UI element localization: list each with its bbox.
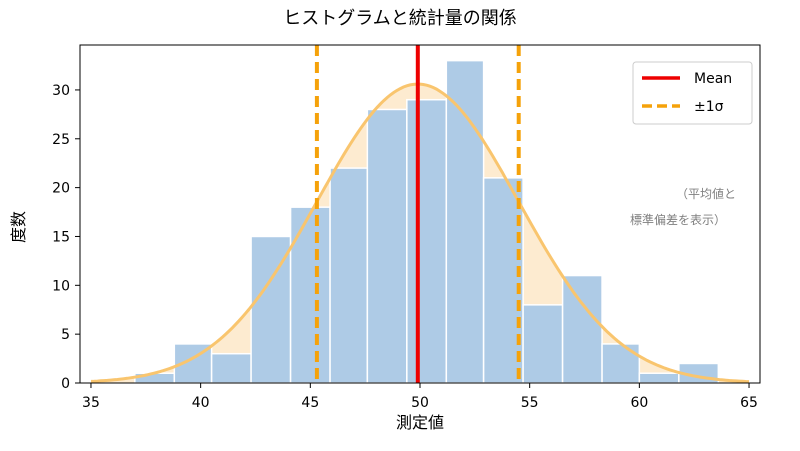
y-tick-label: 5 — [61, 327, 70, 343]
histogram-bar — [561, 274, 603, 384]
histogram-bar — [406, 98, 448, 384]
histogram-bar — [601, 343, 641, 384]
chart-title: ヒストグラムと統計量の関係 — [283, 8, 516, 29]
histogram-bar — [638, 372, 680, 384]
histogram-bar — [522, 304, 564, 384]
x-tick-label: 50 — [411, 395, 429, 411]
y-tick-label: 0 — [61, 376, 70, 392]
x-tick-label: 60 — [630, 395, 648, 411]
legend-std-label: ±1σ — [694, 99, 724, 115]
y-tick-label: 15 — [52, 229, 70, 245]
histogram-bar — [366, 108, 408, 384]
y-tick-label: 30 — [52, 83, 70, 99]
annotation-line-2: 標準偏差を表示） — [630, 212, 726, 227]
x-tick-label: 45 — [301, 395, 319, 411]
legend: Mean ±1σ — [632, 61, 753, 125]
histogram-bar — [329, 167, 369, 384]
histogram-bar — [482, 177, 524, 384]
histogram-bar — [289, 206, 331, 384]
histogram-bar — [445, 59, 485, 384]
x-tick-label: 65 — [740, 395, 758, 411]
legend-box — [632, 61, 753, 125]
x-axis-label: 測定値 — [396, 413, 444, 432]
legend-mean-label: Mean — [694, 71, 732, 87]
x-tick-label: 35 — [82, 395, 100, 411]
y-tick-label: 20 — [52, 181, 70, 197]
y-tick-label: 25 — [52, 132, 70, 148]
x-tick-label: 55 — [521, 395, 539, 411]
normal-curve-line — [90, 82, 750, 384]
y-tick-label: 10 — [52, 278, 70, 294]
y-axis-label: 度数 — [9, 211, 28, 243]
annotation-line-1: （平均値と — [676, 186, 736, 201]
x-tick-label: 40 — [192, 395, 210, 411]
histogram-bar — [210, 352, 252, 384]
